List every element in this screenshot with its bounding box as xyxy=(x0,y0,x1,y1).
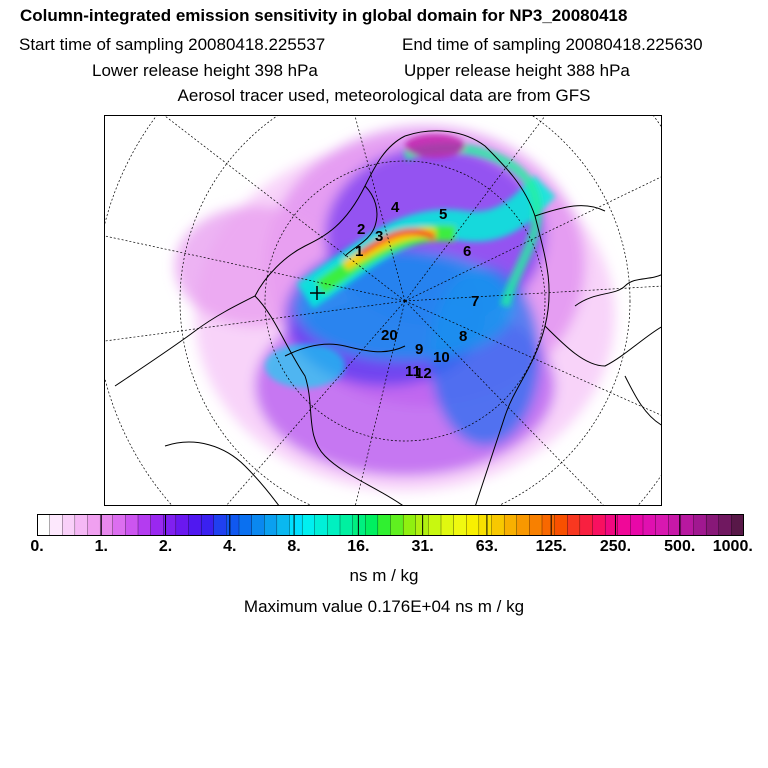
colorbar-tick-label: 4. xyxy=(223,538,237,555)
sensitivity-map: 1 2 3 4 5 6 7 8 9 10 11 12 20 xyxy=(104,115,662,506)
release-label: 7 xyxy=(471,293,479,310)
colorbar-cell xyxy=(251,514,265,536)
colorbar-cell xyxy=(705,514,720,536)
colorbar-cell xyxy=(226,514,240,536)
tracer-info: Aerosol tracer used, meteorological data… xyxy=(177,86,591,105)
release-label: 3 xyxy=(375,228,383,245)
colorbar-cell xyxy=(655,514,669,536)
colorbar-cell xyxy=(604,514,619,536)
colorbar-cell xyxy=(390,514,404,536)
colorbar-cell xyxy=(352,514,366,536)
colorbar-cell xyxy=(37,514,51,536)
end-time: End time of sampling 20080418.225630 xyxy=(402,35,703,54)
colorbar-cell xyxy=(491,514,505,536)
colorbar-cell xyxy=(541,514,556,536)
colorbar-cell xyxy=(314,514,328,536)
colorbar-tick-label: 0. xyxy=(30,538,44,555)
plume-core xyxy=(265,134,556,388)
colorbar-cell xyxy=(276,514,290,536)
coastlines xyxy=(114,130,661,505)
colorbar-cell xyxy=(137,514,152,536)
colorbar-cell xyxy=(440,514,455,536)
colorbar-tick-label: 2. xyxy=(158,538,173,555)
colorbar-cell xyxy=(112,514,126,536)
start-time: Start time of sampling 20080418.225537 xyxy=(19,35,326,54)
plot-title: Column-integrated emission sensitivity i… xyxy=(20,6,628,25)
colorbar-cell xyxy=(301,514,316,536)
colorbar-cell xyxy=(175,514,189,536)
colorbar-tick-label: 8. xyxy=(287,538,301,555)
release-label: 10 xyxy=(433,349,450,366)
colorbar-tick-label: 16. xyxy=(347,538,370,555)
upper-release-height: Upper release height 388 hPa xyxy=(404,61,630,80)
colorbar-cell xyxy=(579,514,593,536)
colorbar-cell xyxy=(125,514,139,536)
release-label: 1 xyxy=(355,243,363,260)
colorbar-cell xyxy=(365,514,379,536)
release-label: 2 xyxy=(357,221,365,238)
colorbar-cell xyxy=(466,514,480,536)
colorbar-cell xyxy=(554,514,568,536)
colorbar-cell xyxy=(642,514,657,536)
colorbar-cell xyxy=(339,514,354,536)
colorbar-cell xyxy=(213,514,227,536)
colorbar-cell xyxy=(402,514,417,536)
release-label: 9 xyxy=(415,341,423,358)
colorbar-cell xyxy=(150,514,164,536)
colorbar-cell xyxy=(289,514,303,536)
colorbar-cell xyxy=(693,514,707,536)
colorbar xyxy=(37,514,744,536)
colorbar-cell xyxy=(529,514,543,536)
colorbar-cell xyxy=(49,514,63,536)
colorbar-cell xyxy=(99,514,114,536)
maximum-value: Maximum value 0.176E+04 ns m / kg xyxy=(243,597,525,616)
colorbar-cell xyxy=(62,514,76,536)
colorbar-tick-label: 500. xyxy=(664,538,696,555)
colorbar-cell xyxy=(428,514,442,536)
release-labels: 1 2 3 4 5 6 7 8 9 10 11 12 20 xyxy=(355,199,479,382)
colorbar-cell xyxy=(731,514,744,536)
release-label: 12 xyxy=(415,365,432,382)
colorbar-units: ns m / kg xyxy=(349,566,419,585)
colorbar-cell xyxy=(592,514,606,536)
colorbar-cell xyxy=(630,514,644,536)
colorbar-tick-label: 250. xyxy=(599,538,632,555)
colorbar-cell xyxy=(74,514,88,536)
colorbar-tick-label: 125. xyxy=(535,538,567,555)
colorbar-cell xyxy=(188,514,202,536)
lower-release-height: Lower release height 398 hPa xyxy=(92,61,318,80)
release-label: 11 xyxy=(405,363,421,380)
colorbar-cell xyxy=(200,514,215,536)
colorbar-tick-label: 31. xyxy=(411,538,434,555)
plume-field xyxy=(175,126,615,491)
release-label: 8 xyxy=(459,328,467,345)
map-canvas: 1 2 3 4 5 6 7 8 9 10 11 12 20 xyxy=(105,116,661,505)
release-marker xyxy=(310,286,325,300)
colorbar-cell xyxy=(478,514,492,536)
colorbar-cell xyxy=(238,514,253,536)
release-label: 4 xyxy=(391,199,400,216)
colorbar-cell xyxy=(516,514,530,536)
colorbar-cell xyxy=(264,514,278,536)
release-label: 5 xyxy=(439,206,447,223)
colorbar-cell xyxy=(87,514,101,536)
colorbar-cell xyxy=(377,514,391,536)
colorbar-cell xyxy=(680,514,694,536)
colorbar-cell xyxy=(617,514,631,536)
colorbar-cell xyxy=(567,514,581,536)
release-label: 6 xyxy=(463,243,471,260)
colorbar-tick-label: 63. xyxy=(475,538,499,555)
graticule xyxy=(105,116,661,505)
colorbar-tick-label: 1000. xyxy=(712,538,753,555)
release-label: 20 xyxy=(381,327,398,344)
colorbar-cell xyxy=(453,514,467,536)
colorbar-cell xyxy=(718,514,732,536)
colorbar-cell xyxy=(503,514,518,536)
colorbar-cell xyxy=(327,514,341,536)
colorbar-tick-label: 1. xyxy=(94,538,108,555)
